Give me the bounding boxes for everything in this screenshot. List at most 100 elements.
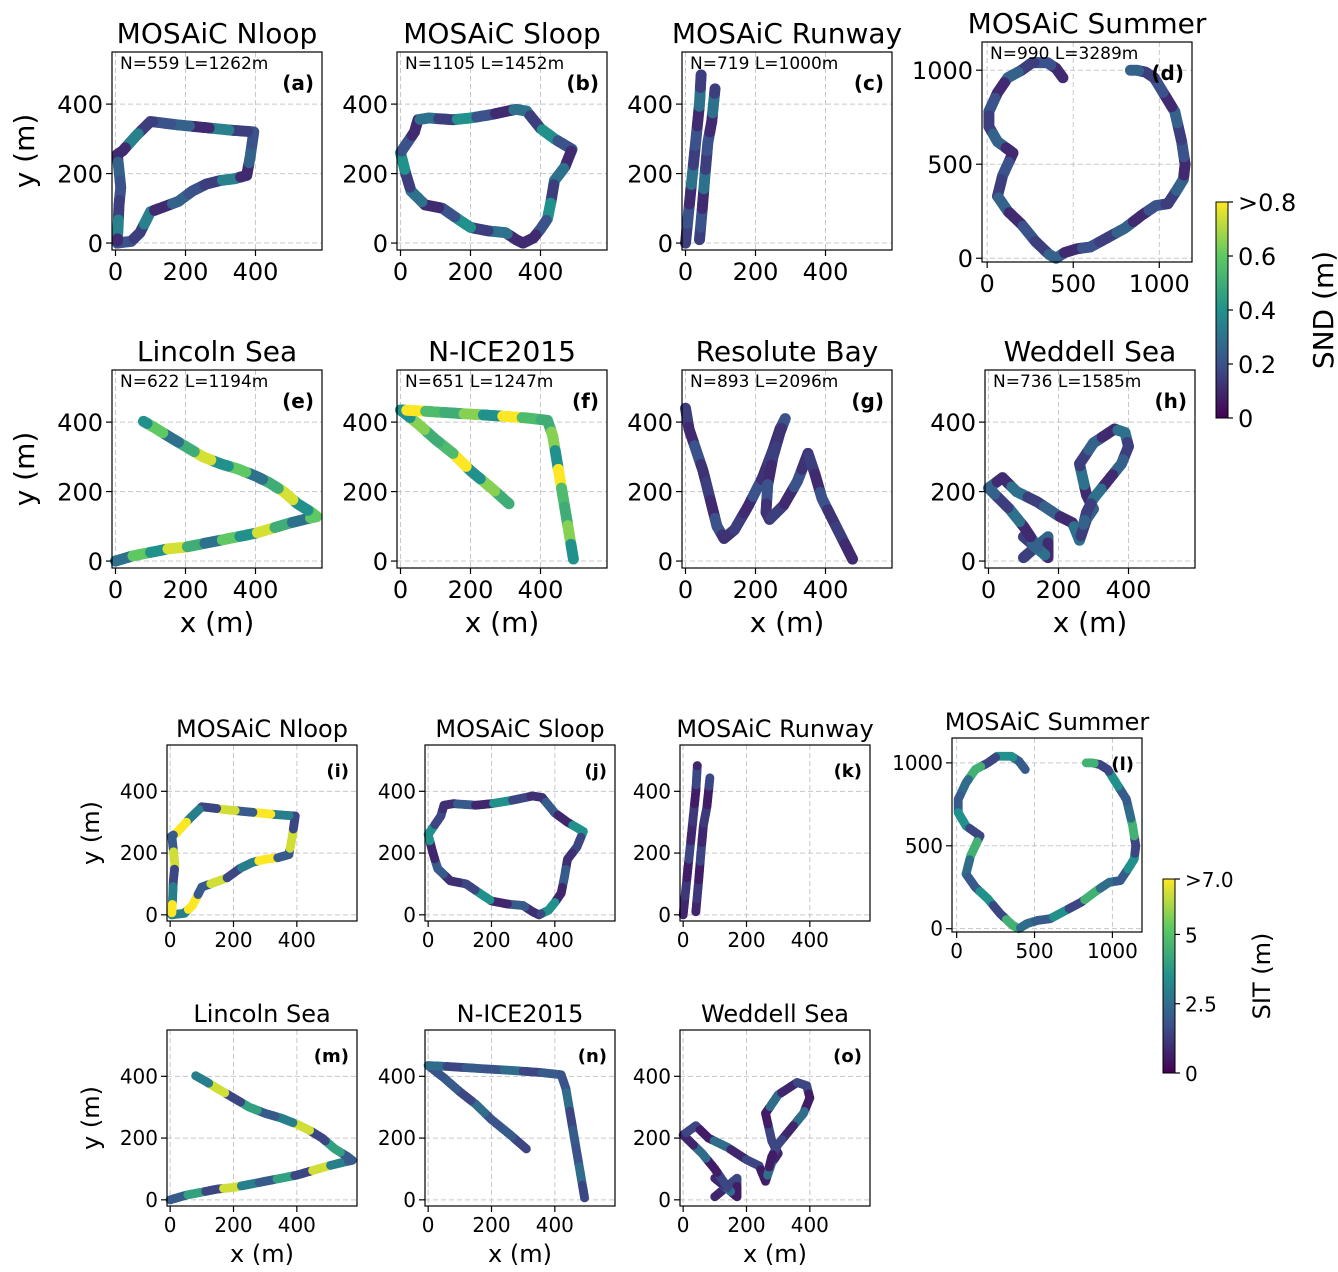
x-tick-label: 0 — [108, 258, 123, 286]
y-tick-label: 0 — [958, 245, 973, 273]
panel-title: MOSAiC Sloop — [403, 17, 600, 50]
x-tick-label: 200 — [727, 928, 765, 952]
data-point — [519, 236, 531, 248]
y-tick-label: 0 — [658, 903, 671, 927]
y-tick-label: 0 — [658, 548, 673, 576]
x-tick-label: 400 — [791, 928, 829, 952]
panel-i: 0 200 400 0 200 400 MOSAiC Nloop (i) y (m) — [77, 715, 358, 952]
panel-h: 0 200 400 0 200 400 Weddell Sea N=736 L=1585m (h… — [930, 335, 1196, 639]
x-axis-label: x (m) — [1053, 606, 1128, 639]
x-tick-label: 400 — [803, 576, 849, 604]
data-point — [580, 1193, 590, 1203]
x-axis-label: x (m) — [743, 1240, 807, 1268]
panel-stats: N=559 L=1262m — [120, 54, 268, 74]
colorbars-layer: 0 0.2 0.4 0.6 >0.8 SND (m) 0 2.5 5 >7.0 SIT (m) — [1162, 189, 1338, 1086]
x-tick-label: 400 — [1106, 576, 1152, 604]
panel-title: Weddell Sea — [1004, 335, 1177, 368]
y-tick-label: 400 — [342, 91, 388, 119]
colorbar-tick-label: 0.6 — [1238, 243, 1276, 271]
x-tick-label: 0 — [678, 576, 693, 604]
panel-k: 0 200 400 0 200 400 MOSAiC Runway (k) — [633, 715, 874, 952]
x-tick-label: 200 — [733, 258, 779, 286]
axes-frame — [424, 1029, 616, 1207]
panel-letter: (e) — [282, 389, 314, 413]
y-tick-label: 400 — [120, 1064, 158, 1088]
panel-c: 0 200 400 0 200 400 MOSAiC Runway N=719 L=1000m… — [627, 17, 902, 286]
x-tick-label: 1000 — [1129, 270, 1190, 298]
colorbar-label: SND (m) — [1307, 251, 1338, 369]
data-point — [847, 553, 859, 565]
data-point — [764, 1162, 774, 1172]
x-tick-label: 500 — [1050, 270, 1096, 298]
colorbar-gradient — [1215, 201, 1229, 419]
x-axis-label: x (m) — [465, 606, 540, 639]
panel-title: MOSAiC Runway — [672, 17, 902, 50]
x-tick-label: 0 — [108, 576, 123, 604]
y-axis-label: y (m) — [8, 432, 41, 507]
axes-frame — [166, 744, 358, 922]
x-axis-label: x (m) — [230, 1240, 294, 1268]
panel-a: 0 200 400 0 200 400 MOSAiC Nloop N=559 L=1262m (… — [8, 17, 323, 286]
x-tick-label: 400 — [518, 258, 564, 286]
panel-letter: (i) — [326, 761, 349, 782]
x-tick-label: 0 — [422, 928, 435, 952]
panel-letter: (b) — [566, 71, 599, 95]
x-tick-label: 0 — [981, 576, 996, 604]
y-tick-label: 0 — [658, 1188, 671, 1212]
panel-n: 0 200 400 0 200 400 N-ICE2015 (n) x (m) — [378, 1000, 616, 1268]
axes-frame — [111, 51, 323, 251]
y-tick-label: 200 — [57, 161, 103, 189]
y-tick-label: 200 — [342, 161, 388, 189]
x-tick-label: 200 — [448, 258, 494, 286]
panel-stats: N=622 L=1194m — [120, 372, 268, 392]
y-tick-label: 0 — [373, 548, 388, 576]
x-tick-label: 400 — [536, 1213, 574, 1237]
x-tick-label: 200 — [733, 576, 779, 604]
x-tick-label: 0 — [422, 1213, 435, 1237]
colorbar-tick-label: 5 — [1185, 923, 1198, 947]
panel-letter: (f) — [572, 389, 599, 413]
y-tick-label: 1000 — [912, 57, 973, 85]
axes-frame — [396, 51, 608, 251]
axes-frame — [681, 369, 893, 569]
panels-layer: 0 200 400 0 200 400 MOSAiC Nloop N=559 L=1262m (… — [8, 7, 1207, 1268]
x-tick-label: 200 — [1036, 576, 1082, 604]
x-tick-label: 200 — [214, 1213, 252, 1237]
data-point — [1078, 518, 1089, 530]
colorbar-gradient — [1162, 878, 1176, 1074]
x-axis-label: x (m) — [750, 606, 825, 639]
panel-letter: (k) — [834, 761, 862, 782]
axes-frame — [396, 369, 608, 569]
panel-title: Lincoln Sea — [193, 1000, 330, 1028]
x-tick-label: 0 — [677, 1213, 690, 1237]
x-tick-label: 0 — [393, 258, 408, 286]
x-tick-label: 400 — [233, 258, 279, 286]
y-tick-label: 200 — [120, 841, 158, 865]
axes-frame — [981, 41, 1193, 263]
data-point — [692, 761, 702, 771]
panel-stats: N=651 L=1247m — [405, 372, 553, 392]
y-tick-label: 400 — [342, 409, 388, 437]
data-point — [1124, 64, 1136, 76]
axes-frame — [679, 1029, 871, 1207]
data-point — [695, 69, 707, 81]
y-tick-label: 200 — [627, 161, 673, 189]
colorbar-snd: 0 0.2 0.4 0.6 >0.8 SND (m) — [1215, 189, 1338, 433]
data-point — [111, 235, 123, 247]
x-tick-label: 200 — [727, 1213, 765, 1237]
y-axis-label: y (m) — [8, 114, 41, 189]
x-tick-label: 400 — [791, 1213, 829, 1237]
panel-letter: (m) — [314, 1046, 349, 1067]
y-tick-label: 200 — [378, 841, 416, 865]
axes-frame — [679, 744, 871, 922]
panel-g: 0 200 400 0 200 400 Resolute Bay N=893 L=2096m (… — [627, 335, 893, 639]
colorbar-label: SIT (m) — [1248, 933, 1276, 1020]
data-point — [138, 415, 149, 427]
colorbar-sit: 0 2.5 5 >7.0 SIT (m) — [1162, 868, 1276, 1086]
y-tick-label: 200 — [120, 1126, 158, 1150]
data-point — [167, 908, 177, 918]
y-tick-label: 0 — [145, 903, 158, 927]
x-tick-label: 400 — [278, 928, 316, 952]
axes-frame — [681, 51, 893, 251]
data-point — [191, 1071, 201, 1081]
